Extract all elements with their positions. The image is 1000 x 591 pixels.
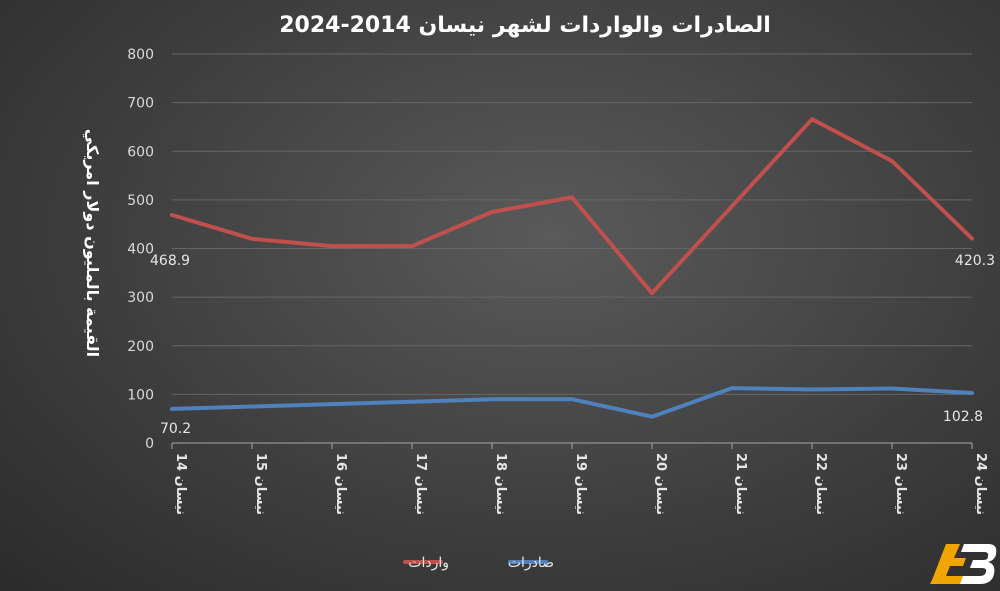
series-lines — [170, 117, 974, 419]
y-tick-label: 200 — [127, 339, 154, 355]
x-tick-label: نيسان 18 — [493, 453, 508, 515]
y-tick-label: 700 — [127, 96, 154, 112]
y-tick-label: 400 — [127, 242, 154, 258]
data-label: 420.3 — [955, 253, 995, 269]
x-tick-label: نيسان 14 — [173, 453, 188, 515]
x-tick-label: نيسان 16 — [333, 453, 348, 515]
y-tick-label: 100 — [127, 387, 154, 403]
data-label: 102.8 — [943, 409, 983, 425]
y-axis-ticks: 0 100 200 300 400 500 600 700 800 — [127, 47, 154, 452]
series-line-0 — [170, 117, 974, 296]
y-axis-label: القيمة بالمليون دولار امريكي — [82, 129, 102, 357]
x-tick-label: نيسان 24 — [973, 453, 988, 515]
y-tick-label: 800 — [127, 47, 154, 63]
legend: واردات صادرات — [403, 555, 554, 571]
data-label: 70.2 — [160, 421, 191, 437]
chart-title: الصادرات والواردات لشهر نيسان 2014-2024 — [279, 13, 771, 38]
x-tick-label: نيسان 22 — [813, 453, 828, 515]
x-tick-label: نيسان 17 — [413, 453, 428, 515]
data-labels: 468.9 420.3 70.2 102.8 — [150, 253, 995, 437]
logo — [930, 544, 997, 584]
gridlines — [172, 53, 972, 444]
series-line-1 — [170, 386, 974, 419]
x-tick-label: نيسان 21 — [733, 453, 748, 515]
x-tick-label: نيسان 23 — [893, 453, 908, 515]
y-tick-label: 0 — [145, 436, 154, 452]
y-tick-label: 500 — [127, 193, 154, 209]
y-tick-label: 600 — [127, 144, 154, 160]
legend-label: واردات — [408, 555, 449, 571]
x-tick-label: نيسان 15 — [253, 453, 268, 515]
x-axis-ticks: نيسان 14 نيسان 15 نيسان 16 نيسان 17 نيسان 18… — [171, 443, 988, 515]
y-tick-label: 300 — [127, 290, 154, 306]
data-label: 468.9 — [150, 253, 190, 269]
legend-label: صادرات — [508, 555, 554, 571]
x-tick-label: نيسان 19 — [573, 453, 588, 515]
x-tick-label: نيسان 20 — [653, 453, 668, 515]
